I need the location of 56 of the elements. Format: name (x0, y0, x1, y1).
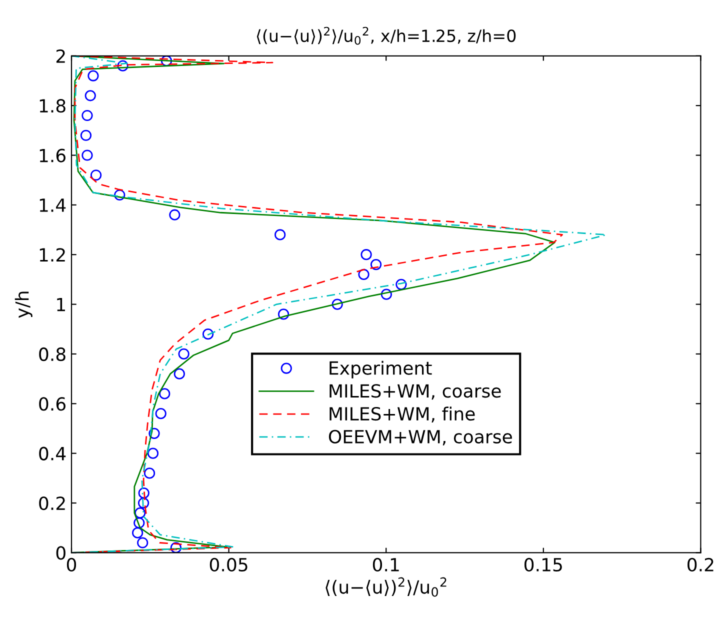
x-tick-label: 0.1 (372, 558, 399, 572)
x-tick-label: 0 (66, 558, 76, 572)
y-tick-label: 2 (56, 49, 65, 63)
point (155, 408, 166, 420)
legend-label: MILES+WM, coarse (330, 384, 501, 400)
y-tick-label: 1.2 (40, 248, 65, 262)
point (360, 249, 372, 260)
point (134, 507, 146, 518)
y-tick-label: 1.8 (40, 99, 66, 113)
y-axis-title: y/h (14, 292, 32, 318)
point (159, 388, 170, 400)
point (174, 368, 185, 380)
point (147, 448, 159, 459)
point (370, 258, 382, 270)
point (82, 110, 93, 122)
point (148, 428, 160, 440)
point (82, 150, 93, 161)
point (274, 229, 286, 240)
point (396, 278, 407, 290)
point (90, 170, 102, 181)
point (138, 497, 150, 509)
point (134, 517, 145, 528)
point (160, 56, 172, 66)
point (278, 308, 290, 320)
point (380, 288, 392, 300)
point (144, 468, 156, 479)
y-tick-label: 0.8 (39, 347, 66, 362)
point (84, 90, 96, 102)
x-tick-label: 0.15 (524, 558, 562, 572)
x-axis-title: ⟨(u−⟨u⟩)$^{2}$⟩/u$_{0}$$^{2}$ (326, 577, 446, 597)
point (170, 542, 182, 553)
point (202, 328, 214, 340)
point (117, 60, 128, 72)
point (132, 527, 144, 538)
legend-label: Experiment (330, 360, 432, 378)
x-tick-label: 0.05 (210, 558, 248, 572)
point (114, 189, 126, 201)
y-tick-label: 1.6 (40, 148, 66, 162)
y-tick-label: 0 (56, 546, 66, 560)
y-tick-label: 0.2 (39, 496, 65, 510)
legend-label: MILES+WM, fine (330, 406, 475, 422)
y-tick-label: 0.6 (39, 397, 66, 411)
point (80, 130, 92, 141)
y-tick-label: 1 (57, 298, 65, 312)
legend-label: OEEVM+WM, coarse (328, 430, 512, 446)
chart-title: ⟨(u−⟨u⟩)$^{2}$⟩/u$_{0}$$^{2}$, x/h=1.25, z/h=0 (256, 26, 516, 45)
x-tick-label: 0.2 (688, 558, 714, 572)
y-tick-label: 1.4 (40, 198, 66, 212)
point (358, 268, 370, 280)
point (88, 70, 99, 82)
point (138, 488, 150, 499)
point (178, 348, 190, 360)
point (169, 209, 180, 220)
point (332, 298, 343, 310)
y-tick-label: 0.4 (39, 446, 66, 460)
point (137, 537, 148, 548)
